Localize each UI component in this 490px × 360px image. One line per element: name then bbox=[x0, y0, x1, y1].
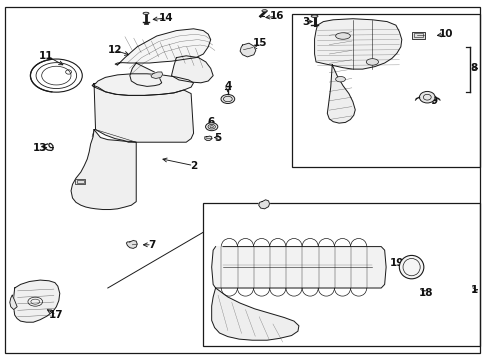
Polygon shape bbox=[71, 130, 136, 210]
Polygon shape bbox=[94, 74, 194, 95]
Text: 1: 1 bbox=[471, 285, 478, 295]
Polygon shape bbox=[92, 84, 194, 142]
Text: 10: 10 bbox=[439, 29, 453, 39]
Ellipse shape bbox=[336, 77, 345, 82]
Text: 12: 12 bbox=[108, 45, 122, 55]
Circle shape bbox=[419, 91, 435, 103]
Polygon shape bbox=[130, 63, 162, 86]
Bar bbox=[75, 179, 85, 184]
Ellipse shape bbox=[366, 59, 378, 65]
Bar bbox=[292, 14, 480, 167]
Ellipse shape bbox=[262, 10, 268, 12]
Bar bbox=[412, 32, 425, 39]
Polygon shape bbox=[14, 280, 60, 322]
Text: 15: 15 bbox=[252, 38, 267, 48]
Bar bbox=[203, 203, 480, 346]
Text: 14: 14 bbox=[159, 13, 174, 23]
Text: 13: 13 bbox=[33, 143, 48, 153]
Text: 16: 16 bbox=[270, 11, 284, 21]
Text: 4: 4 bbox=[224, 81, 232, 91]
Text: 11: 11 bbox=[39, 51, 54, 61]
Bar bbox=[414, 33, 423, 37]
Ellipse shape bbox=[336, 33, 350, 39]
Ellipse shape bbox=[206, 123, 218, 131]
Polygon shape bbox=[151, 72, 163, 78]
Polygon shape bbox=[212, 247, 386, 288]
Ellipse shape bbox=[399, 256, 424, 279]
Polygon shape bbox=[172, 56, 213, 83]
Text: 5: 5 bbox=[215, 132, 221, 143]
Ellipse shape bbox=[210, 126, 214, 128]
Polygon shape bbox=[126, 240, 137, 248]
Polygon shape bbox=[327, 65, 355, 123]
Text: 18: 18 bbox=[419, 288, 434, 298]
Polygon shape bbox=[259, 200, 270, 209]
Bar bbox=[77, 180, 84, 183]
Text: 9: 9 bbox=[430, 96, 437, 106]
Text: 6: 6 bbox=[207, 117, 214, 127]
Ellipse shape bbox=[143, 12, 149, 14]
Polygon shape bbox=[115, 29, 211, 65]
Polygon shape bbox=[240, 43, 256, 57]
Text: 2: 2 bbox=[190, 161, 197, 171]
Text: 7: 7 bbox=[148, 240, 156, 250]
Text: 8: 8 bbox=[471, 63, 478, 73]
Polygon shape bbox=[212, 288, 299, 340]
Polygon shape bbox=[205, 136, 212, 140]
Text: 3: 3 bbox=[303, 17, 310, 27]
Text: 17: 17 bbox=[49, 310, 64, 320]
Text: 19: 19 bbox=[390, 258, 404, 268]
Ellipse shape bbox=[221, 94, 235, 104]
Polygon shape bbox=[10, 295, 17, 310]
Polygon shape bbox=[315, 19, 402, 69]
Ellipse shape bbox=[311, 15, 318, 18]
